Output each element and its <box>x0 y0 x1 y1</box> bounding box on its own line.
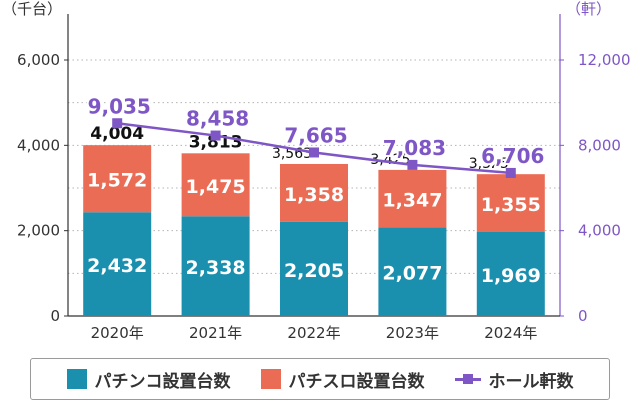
x-tick-label: 2023年 <box>386 324 439 342</box>
bar-pachislot <box>181 153 250 217</box>
bar-pachinko <box>280 221 348 316</box>
data-label-pachislot: 1,355 <box>481 194 541 216</box>
x-tick-label: 2024年 <box>484 324 537 342</box>
bar-pachislot <box>280 163 348 222</box>
bar-pachislot <box>476 174 545 232</box>
bar-pachinko <box>378 227 447 316</box>
marker-halls <box>407 159 418 170</box>
chart-legend: パチンコ設置台数 パチスロ設置台数 ホール軒数 <box>30 358 610 400</box>
data-label-pachinko: 2,205 <box>284 260 344 282</box>
marker-halls <box>505 167 516 178</box>
marker-halls <box>309 147 319 158</box>
left-tick-label: 6,000 <box>17 51 60 69</box>
data-label-pachinko: 2,077 <box>382 263 442 285</box>
marker-halls <box>112 118 123 129</box>
left-tick-label: 0 <box>50 307 60 325</box>
x-tick-label: 2021年 <box>189 324 242 342</box>
legend-label-pachislot: パチスロ設置台数 <box>288 371 425 392</box>
data-label-halls: 9,035 <box>88 94 151 118</box>
bar-pachislot <box>378 169 447 228</box>
data-label-pachinko: 1,969 <box>481 265 541 287</box>
data-label-halls: 6,706 <box>481 144 544 168</box>
legend-item-halls: ホール軒数 <box>454 367 574 392</box>
right-tick-label: 8,000 <box>578 136 621 154</box>
left-tick-label: 2,000 <box>17 222 60 240</box>
legend-label-halls: ホール軒数 <box>488 371 574 392</box>
legend-swatch-pachinko <box>66 369 87 389</box>
data-label-pachislot: 1,347 <box>382 190 442 212</box>
legend-item-pachislot: パチスロ設置台数 <box>260 367 425 392</box>
legend-item-pachinko: パチンコ設置台数 <box>66 367 231 392</box>
x-tick-label: 2020年 <box>91 324 144 342</box>
data-label-pachislot: 1,475 <box>186 176 246 198</box>
data-label-pachinko: 2,338 <box>186 257 246 279</box>
right-tick-label: 0 <box>578 307 588 325</box>
bar-pachinko <box>181 216 250 316</box>
left-tick-label: 4,000 <box>17 136 60 154</box>
left-axis-unit: （千台） <box>2 0 62 18</box>
bar-pachislot <box>83 145 152 213</box>
legend-line-marker-icon <box>454 369 481 389</box>
legend-label-pachinko: パチンコ設置台数 <box>94 371 231 392</box>
data-label-pachislot: 1,358 <box>284 184 344 206</box>
legend-swatch-pachislot <box>260 369 281 389</box>
data-label-halls: 8,458 <box>186 107 249 131</box>
data-label-halls: 7,665 <box>284 123 347 147</box>
data-label-pachislot: 1,572 <box>87 170 147 192</box>
marker-halls <box>210 130 221 141</box>
total-label: 4,004 <box>90 124 144 144</box>
right-axis-unit: （軒） <box>566 0 611 18</box>
right-tick-label: 4,000 <box>578 222 621 240</box>
total-label: 3,325 <box>469 156 509 172</box>
bar-pachinko <box>476 231 545 316</box>
bar-pachinko <box>83 212 152 316</box>
data-label-pachinko: 2,432 <box>87 255 147 277</box>
right-tick-label: 12,000 <box>578 51 631 69</box>
x-tick-label: 2022年 <box>287 324 340 342</box>
data-label-halls: 7,083 <box>383 136 446 160</box>
